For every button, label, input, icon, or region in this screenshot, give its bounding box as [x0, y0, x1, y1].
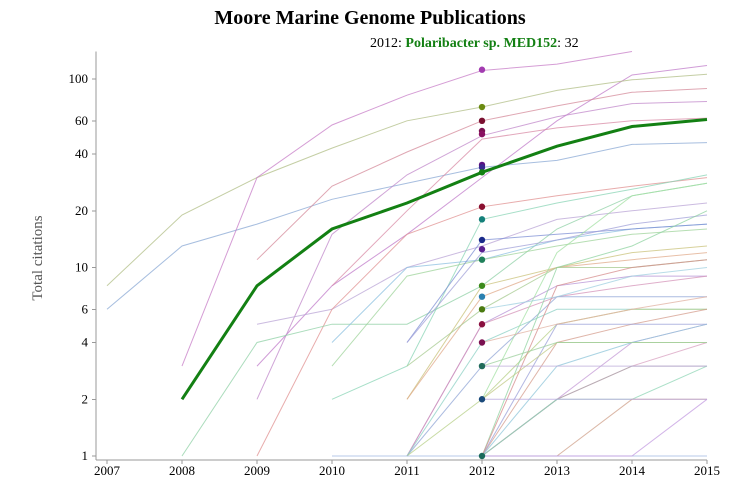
- highlight-series-name: Polaribacter sp. MED152: [405, 36, 557, 51]
- y-tick-label: 6: [82, 301, 89, 316]
- series-line[interactable]: [331, 174, 708, 400]
- y-tick-label: 4: [82, 335, 89, 350]
- series-line[interactable]: [331, 228, 708, 367]
- highlight-dot[interactable]: [478, 103, 486, 111]
- series-line[interactable]: [106, 73, 708, 287]
- series-line[interactable]: [256, 65, 708, 367]
- x-tick-label: 2010: [319, 463, 345, 478]
- highlight-dot[interactable]: [478, 66, 486, 73]
- x-tick-label: 2013: [544, 463, 570, 478]
- series-line[interactable]: [482, 398, 708, 457]
- highlight-dot[interactable]: [478, 164, 486, 171]
- series-line[interactable]: [481, 267, 708, 310]
- x-tick-label: 2007: [94, 463, 121, 478]
- y-tick-label: 10: [75, 260, 88, 275]
- y-tick-label: 1: [82, 448, 89, 463]
- series-line[interactable]: [406, 214, 708, 343]
- highlight-dot[interactable]: [478, 362, 486, 370]
- series-line[interactable]: [481, 259, 708, 457]
- highlight-dot[interactable]: [478, 321, 486, 328]
- series-line[interactable]: [331, 117, 708, 287]
- y-tick-label: 2: [82, 391, 89, 406]
- x-axis: 2007 2008 2009 2010 2011 2012 2013 2014 2015: [94, 459, 720, 478]
- highlight-label: 2012: Polaribacter sp. MED152: 32: [370, 36, 579, 51]
- series-line[interactable]: [481, 342, 707, 367]
- series-line[interactable]: [481, 182, 708, 400]
- highlight-dot[interactable]: [478, 306, 486, 313]
- highlight-dot[interactable]: [478, 130, 486, 138]
- y-tick-label: 20: [75, 203, 88, 218]
- y-axis: 1 2 4 6 10 20 40 60 100: [69, 51, 97, 463]
- chart-title: Moore Marine Genome Publications: [214, 7, 525, 29]
- highlight-dot[interactable]: [478, 216, 486, 223]
- highlight-dot[interactable]: [478, 282, 486, 289]
- highlight-dot[interactable]: [478, 246, 486, 253]
- x-tick-label: 2014: [619, 463, 646, 478]
- highlight-dot[interactable]: [478, 396, 486, 403]
- series-line[interactable]: [481, 323, 707, 457]
- x-tick-label: 2012: [469, 463, 495, 478]
- x-tick-label: 2008: [169, 463, 195, 478]
- series-line[interactable]: [106, 142, 708, 310]
- highlight-dot[interactable]: [478, 339, 486, 346]
- highlight-year: 2012: [370, 36, 398, 51]
- highlight-dots: [478, 66, 486, 460]
- highlight-value: 32: [565, 36, 579, 51]
- series-line[interactable]: [481, 323, 708, 457]
- y-tick-label: 40: [75, 146, 88, 161]
- series-line[interactable]: [181, 182, 708, 457]
- y-tick-label: 60: [75, 113, 88, 128]
- series-layer: [106, 51, 708, 457]
- series-line[interactable]: [481, 296, 708, 343]
- highlight-dot[interactable]: [478, 452, 486, 460]
- series-line[interactable]: [406, 223, 708, 343]
- highlight-dot[interactable]: [478, 203, 486, 210]
- highlight-dot[interactable]: [478, 169, 486, 176]
- highlight-dot[interactable]: [478, 256, 486, 263]
- y-axis-label: Total citations: [30, 215, 46, 300]
- x-tick-label: 2015: [694, 463, 720, 478]
- series-line[interactable]: [181, 51, 633, 367]
- x-tick-label: 2009: [244, 463, 270, 478]
- series-line[interactable]: [481, 210, 708, 457]
- highlight-dot[interactable]: [478, 117, 486, 125]
- y-tick-label: 100: [69, 71, 89, 86]
- highlight-dot[interactable]: [478, 236, 486, 244]
- series-line[interactable]: [481, 323, 708, 457]
- series-line[interactable]: [482, 398, 707, 457]
- focus-series-line[interactable]: [180, 118, 708, 401]
- highlight-dot[interactable]: [478, 293, 486, 300]
- x-tick-label: 2011: [394, 463, 420, 478]
